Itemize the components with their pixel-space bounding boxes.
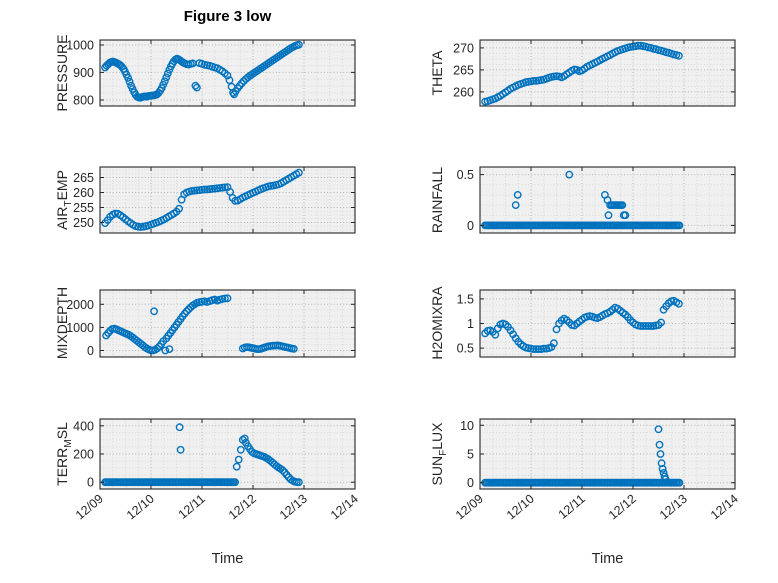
x-tick-label: 12/09: [73, 492, 106, 523]
subplot-terr-msl: 0 200 400 12/09 12/10 12/11 12/12 12/13 12/14: [73, 418, 361, 523]
markers-theta: [481, 41, 683, 106]
subplot-h2omixra: 0.5 1 1.5: [457, 289, 736, 358]
y-axis-label-sun-flux: SUNFLUX: [429, 422, 449, 486]
x-axis-label-time-left: Time: [211, 551, 244, 567]
y-tick-label: 265: [453, 63, 474, 77]
subplot-sun-flux: 0 5 10 12/09 12/10 12/11 12/12 12/13 12/14: [453, 418, 741, 523]
y-tick-label: 0: [87, 476, 94, 490]
y-tick-label: 250: [73, 216, 94, 230]
y-tick-label: 0: [467, 476, 474, 490]
x-tick-label: 12/10: [124, 492, 157, 523]
y-tick-label: 0.5: [457, 342, 474, 356]
y-tick-label: 0.5: [457, 168, 474, 182]
markers-pressure: [101, 40, 303, 102]
x-tick-label: 12/14: [708, 492, 741, 523]
x-tick-label: 12/12: [226, 492, 259, 523]
y-tick-label: 1: [467, 317, 474, 331]
y-tick-label: 0: [87, 344, 94, 358]
y-tick-label: 400: [73, 419, 94, 433]
subplot-pressure: 800 900 1000: [66, 39, 356, 108]
y-tick-label: 265: [73, 171, 94, 185]
subplot-rainfall: 00.5: [457, 166, 736, 234]
markers-h2omixra: [481, 296, 683, 353]
y-tick-label: 270: [453, 41, 474, 55]
y-tick-label: 800: [73, 94, 94, 108]
x-tick-label: 12/11: [176, 492, 208, 522]
x-tick-label: 12/14: [328, 492, 361, 523]
y-tick-label: 5: [467, 448, 474, 462]
x-tick-label: 12/12: [606, 492, 639, 523]
y-tick-label: 1.5: [457, 292, 474, 306]
x-tick-label: 12/09: [453, 492, 486, 523]
y-tick-label: 255: [73, 201, 94, 215]
y-tick-label: 10: [460, 419, 474, 433]
y-tick-label: 1000: [66, 39, 94, 53]
x-tick-label: 12/13: [657, 492, 690, 523]
markers-air-temp: [101, 168, 303, 231]
y-axis-label-terr-msl: TERRMSL: [54, 422, 74, 486]
markers-rainfall: [481, 170, 684, 230]
x-tick-label: 12/10: [504, 492, 537, 523]
markers-terr-msl: [101, 423, 303, 487]
markers-mixdepth: [102, 294, 298, 355]
y-tick-label: 260: [73, 186, 94, 200]
x-tick-label: 12/11: [556, 492, 588, 522]
x-axis-label-time-right: Time: [591, 551, 624, 567]
x-tick-label: 12/13: [277, 492, 310, 523]
subplot-mixdepth: 0 1000 2000: [66, 289, 356, 358]
y-tick-label: 260: [453, 85, 474, 99]
y-tick-label: 1000: [66, 321, 94, 335]
markers-sun-flux: [481, 425, 684, 487]
subplot-theta: 260 265 270: [453, 39, 736, 107]
y-tick-label: 2000: [66, 298, 94, 312]
y-tick-label: 0: [467, 219, 474, 233]
y-tick-label: 900: [73, 66, 94, 80]
y-tick-label: 200: [73, 448, 94, 462]
figure-title: Figure 3 low: [183, 8, 272, 25]
